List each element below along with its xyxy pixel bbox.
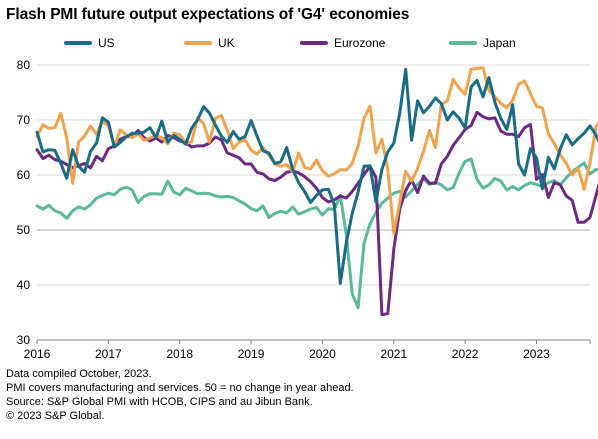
x-tick-label: 2017 [95,347,122,361]
x-tick-label: 2022 [452,347,479,361]
footnote-line: Source: S&P Global PMI with HCOB, CIPS a… [6,396,313,408]
legend-swatch [449,41,477,45]
series-line-japan [35,157,598,310]
x-tick-label: 2016 [24,347,51,361]
x-tick-label: 2018 [166,347,193,361]
legend-label: UK [218,36,235,50]
chart-title: Flash PMI future output expectations of … [6,6,410,23]
legend-item-japan: Japan [449,36,516,50]
series-line-us [35,67,598,285]
x-tick-label: 2021 [380,347,407,361]
legend-item-us: US [64,36,115,50]
legend-swatch [184,41,212,45]
legend-item-eurozone: Eurozone [300,36,385,50]
y-tick-label: 50 [17,223,31,237]
y-tick-label: 40 [17,278,31,292]
legend-label: US [98,36,115,50]
legend-item-uk: UK [184,36,235,50]
y-tick-label: 80 [17,58,31,72]
legend-label: Eurozone [334,36,386,50]
footnote-line: PMI covers manufacturing and services. 5… [6,382,354,394]
legend-label: Japan [483,36,516,50]
legend-swatch [64,41,92,45]
x-tick-label: 2019 [238,347,265,361]
x-tick-label: 2023 [523,347,550,361]
y-tick-label: 30 [17,333,31,347]
x-tick-label: 2020 [309,347,336,361]
y-tick-label: 60 [17,168,31,182]
legend-swatch [300,41,328,45]
footnote-line: © 2023 S&P Global. [6,410,105,422]
chart-legend: US UK Eurozone Japan [64,36,594,52]
footnote-line: Data compiled October, 2023. [6,368,152,380]
series-line-uk [35,66,598,235]
y-tick-label: 70 [17,113,31,127]
